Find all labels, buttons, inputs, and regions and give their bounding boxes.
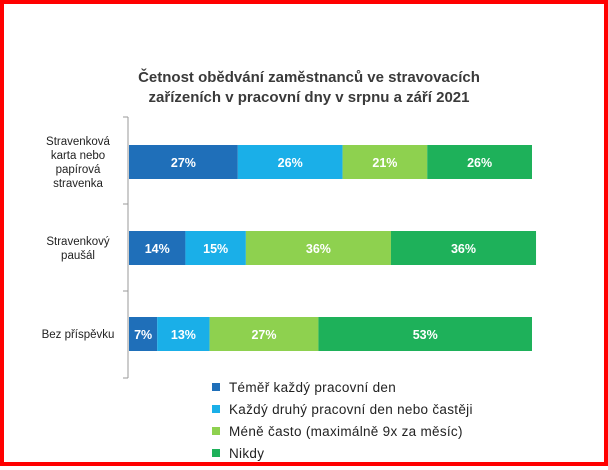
bar-segment <box>390 231 537 265</box>
category-label: papírová <box>56 164 101 176</box>
data-label: 36% <box>451 242 476 256</box>
legend-swatch <box>212 449 220 457</box>
legend-item: Téměř každý pracovní den <box>212 376 473 398</box>
category-label: Bez příspěvku <box>42 329 115 341</box>
category-label: Stravenkový <box>46 236 110 248</box>
bar-segment <box>129 145 238 179</box>
category-label: Stravenková <box>46 136 111 148</box>
bar-segment <box>129 231 186 265</box>
category-label: paušál <box>61 250 95 262</box>
data-label: 13% <box>171 328 196 342</box>
data-label: 15% <box>203 242 228 256</box>
legend-item: Méně často (maximálně 9x za měsíc) <box>212 420 473 442</box>
legend-item: Každý druhý pracovní den nebo častěji <box>212 398 473 420</box>
category-label: stravenka <box>53 178 103 190</box>
legend-label: Méně často (maximálně 9x za měsíc) <box>229 423 463 439</box>
data-label: 21% <box>372 156 397 170</box>
category-label: karta nebo <box>51 150 105 162</box>
bar-segment <box>245 231 391 265</box>
data-label: 26% <box>278 156 303 170</box>
data-label: 7% <box>134 328 152 342</box>
legend-label: Nikdy <box>229 445 265 461</box>
bar-segment <box>237 145 343 179</box>
data-label: 53% <box>413 328 438 342</box>
legend-swatch <box>212 427 220 435</box>
bar-segment <box>427 145 532 179</box>
bar-segment <box>342 145 428 179</box>
legend-swatch <box>212 405 220 413</box>
data-label: 27% <box>251 328 276 342</box>
bar-segment <box>157 317 210 351</box>
bar-segment <box>209 317 319 351</box>
data-label: 26% <box>467 156 492 170</box>
bar-segment <box>318 317 532 351</box>
legend-label: Každý druhý pracovní den nebo častěji <box>229 401 473 417</box>
data-label: 27% <box>171 156 196 170</box>
chart-title-line-1: Četnost obědvání zaměstnanců ve stravova… <box>138 69 480 86</box>
legend-item: Nikdy <box>212 442 473 464</box>
bar-segment <box>129 317 158 351</box>
chart-title: Četnost obědvání zaměstnanců ve stravova… <box>74 68 544 108</box>
data-label: 36% <box>306 242 331 256</box>
stacked-bar-chart: 27% 26% 21% 26% Stravenková karta nebo papírov… <box>42 116 537 379</box>
legend: Téměř každý pracovní den Každý druhý pra… <box>212 376 473 464</box>
legend-label: Téměř každý pracovní den <box>229 379 397 395</box>
data-label: 14% <box>145 242 170 256</box>
legend-swatch <box>212 383 220 391</box>
chart-title-line-2: zařízeních v pracovní dny v srpnu a září… <box>148 89 470 106</box>
bar-segment <box>185 231 246 265</box>
